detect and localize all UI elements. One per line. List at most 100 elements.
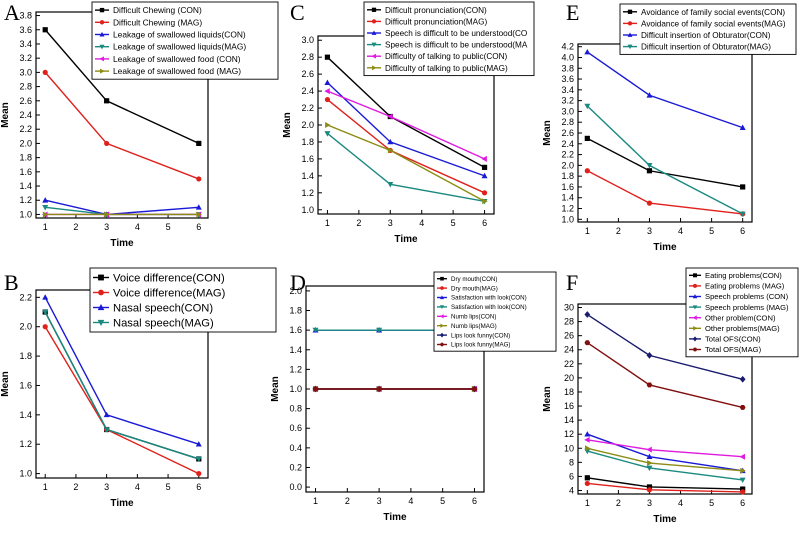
panel-b-series-3-point: [195, 456, 202, 463]
panel-e-ytick-label: 3.8: [561, 63, 574, 73]
panel-f-series-0-point: [646, 484, 653, 490]
panel-b-xtick-label: 4: [135, 482, 140, 492]
panel-e-x-axis-title: Time: [653, 242, 677, 253]
panel-f-series-6-point: [584, 311, 591, 318]
panel-f-legend-swatch-marker: [692, 294, 698, 299]
panel-f-xtick-label: 2: [616, 498, 621, 508]
panel-a-legend-label: Leakage of swallowed food (MAG): [113, 66, 241, 76]
panel-e-legend-label: Avoidance of family social events(MAG): [641, 19, 786, 28]
panel-c-legend-label: Difficult pronunciation(CON): [385, 6, 487, 15]
panel-f-series-4-point: [584, 436, 590, 443]
panel-f-series-1-point: [646, 487, 653, 493]
panel-b-xtick-label: 2: [73, 482, 78, 492]
panel-a-legend-label: Leakage of swallowed liquids(MAG): [113, 42, 246, 52]
panel-c-letter: C: [290, 0, 305, 25]
panel-c-series-0-point: [481, 164, 488, 170]
panel-e-ytick-label: 3.6: [561, 74, 574, 84]
panel-c-y-axis-title: Mean: [282, 112, 293, 138]
panel-a-series-1-point: [42, 69, 48, 75]
panel-a-letter: A: [4, 0, 20, 25]
panel-c-ytick-label: 2.0: [301, 120, 314, 130]
panel-d-ytick-label: 0.4: [289, 443, 302, 453]
panel-b-legend-swatch-marker: [97, 304, 105, 311]
panel-e-plot-frame: [577, 43, 753, 223]
panel-c-series-2-point: [481, 172, 488, 179]
panel-e-series-3-point: [739, 211, 746, 218]
panel-e-xtick-label: 4: [678, 226, 683, 236]
panel-a-xtick-label: 5: [166, 222, 171, 232]
panel-f-ytick-label: 20: [564, 373, 574, 383]
panel-f-legend-label: Total OFS(CON): [705, 335, 761, 344]
panel-a-legend-label: Difficult Chewing (MAG): [113, 17, 202, 27]
panel-d-legend-box: [433, 271, 557, 352]
panel-e-ytick-label: 2.8: [561, 117, 574, 127]
panel-e-y-axis-title: Mean: [542, 120, 553, 146]
panel-b-legend-swatch-marker: [98, 289, 104, 296]
panel-c-ytick-label: 1.2: [301, 188, 314, 198]
panel-f-series-6-point: [646, 351, 653, 359]
panel-a-ytick-label: 3.4: [19, 39, 32, 49]
panel-a-series-1-point: [104, 140, 110, 147]
panel-c-series-5-point: [325, 122, 331, 128]
panel-f-series-0-line: [587, 477, 743, 490]
panel-f-series-1-point: [584, 480, 590, 487]
panel-e-xtick-label: 6: [740, 226, 745, 236]
panel-e-series-1-point: [584, 168, 590, 174]
panel-d-series-3-point: [376, 327, 383, 334]
panel-f-legend-swatch-marker: [692, 315, 697, 320]
panel-c-series-1-point: [481, 190, 488, 196]
panel-e-legend-swatch-marker: [627, 32, 633, 37]
panel-e-series-3-point: [646, 163, 653, 169]
panel-c-xtick-label: 2: [356, 218, 361, 228]
panel-f-ytick-label: 26: [564, 331, 574, 341]
panel-e-ytick-label: 1.6: [561, 182, 574, 192]
panel-a-series-0-point: [196, 140, 202, 147]
panel-e-ytick-label: 3.2: [561, 96, 574, 106]
panel-e-ytick-label: 2.6: [561, 128, 574, 138]
panel-d-series-7-point: [376, 386, 382, 392]
panel-c-legend-label: Difficulty of talking to public(CON): [385, 52, 508, 61]
panel-a-legend-swatch-marker: [100, 68, 105, 74]
panel-e-ytick-label: 1.8: [561, 171, 574, 181]
panel-f-x-axis-title: Time: [653, 514, 677, 525]
panel-d-chart: D 0.0 0.2 0.4 0.6 0.8 1.0 1.2 1.4 1.6 1.8 2.0 1 2 3 4 5…: [270, 270, 557, 523]
panel-d-legend-label: Numb lips(MAG): [451, 323, 497, 330]
panel-b-series-2-point: [103, 411, 110, 418]
panel-c-ytick-label: 3.0: [301, 35, 314, 45]
panel-f-legend-swatch-marker: [693, 273, 697, 278]
panel-e-ytick-label: 1.2: [561, 204, 574, 214]
panel-f-legend-swatch-marker: [692, 305, 698, 310]
panel-f-ytick-label: 22: [564, 359, 574, 369]
panel-c-xtick-label: 5: [451, 218, 456, 228]
panel-f-series-7-point: [739, 404, 746, 410]
panel-d-legend-swatch-marker: [439, 295, 445, 300]
panel-e-xtick-label: 2: [616, 226, 621, 236]
panel-d-xtick-label: 1: [313, 496, 318, 506]
panel-a-ytick-label: 1.0: [19, 209, 32, 219]
panel-c-ytick-label: 1.4: [301, 171, 314, 181]
panel-c-series-2-line: [326, 82, 485, 177]
panel-a-series-0-point: [42, 27, 48, 33]
panel-d-xtick-label: 6: [472, 496, 477, 506]
panel-a-ytick-label: 2.4: [19, 110, 32, 120]
panel-b-ytick-label: 1.8: [19, 351, 32, 361]
panel-d-legend-label: Numb lips(CON): [451, 314, 496, 321]
panel-c-series-5-point: [482, 198, 488, 205]
panel-f-ytick-label: 16: [564, 401, 574, 411]
panel-e-legend-swatch-marker: [627, 44, 633, 50]
panel-a-xtick-label: 4: [135, 222, 140, 232]
panel-d-ytick-label: 1.6: [289, 325, 302, 335]
panel-f-xtick-label: 1: [585, 498, 590, 508]
panel-c-xtick-label: 6: [482, 218, 487, 228]
panel-e-legend-label: Difficult insertion of Obturator(MAG): [641, 43, 771, 52]
panel-e-ytick-label: 2.0: [561, 160, 574, 170]
panel-a-series-5-point: [104, 211, 110, 218]
panel-f-ytick-label: 8: [569, 457, 574, 467]
panel-b-legend-label: Nasal speech(CON): [113, 303, 213, 315]
panel-a-series-0-point: [104, 98, 110, 104]
panel-b-ytick-label: 1.0: [19, 469, 32, 479]
panel-a-legend-swatch-marker: [99, 44, 105, 50]
panel-a-legend-label: Leakage of swallowed food (CON): [113, 54, 241, 64]
panel-f-ytick-label: 6: [569, 471, 574, 481]
